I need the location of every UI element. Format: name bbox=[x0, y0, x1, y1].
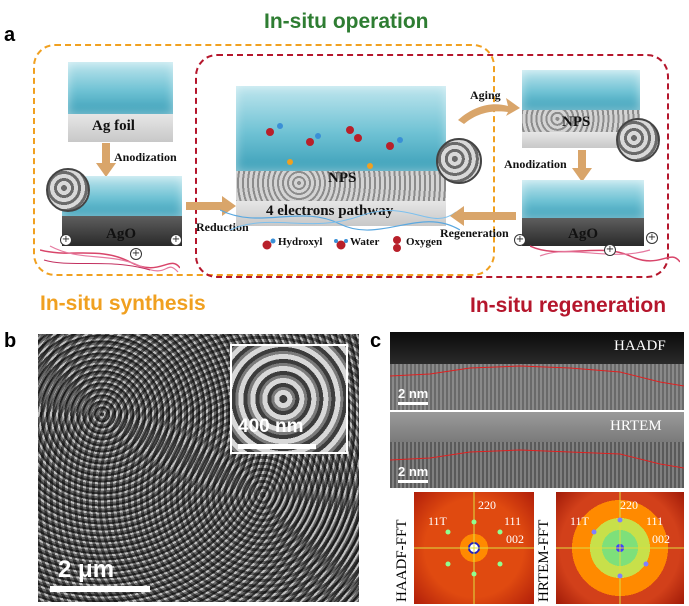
fft-right-spot-111: 111 bbox=[646, 514, 664, 528]
hrtem-image bbox=[390, 412, 684, 488]
ag-foil-label: Ag foil bbox=[92, 118, 135, 134]
fft-right-spot-002: 002 bbox=[652, 532, 670, 546]
oxygen-icon bbox=[393, 236, 401, 252]
water-icon bbox=[334, 239, 348, 250]
ago-block-right: AgO bbox=[522, 180, 644, 246]
nps-zoom-circle-right bbox=[616, 118, 660, 162]
vacuum-region bbox=[390, 332, 684, 364]
ag-substrate-layer bbox=[522, 132, 640, 148]
legend-water: Water bbox=[350, 236, 380, 248]
plus-charge-icon: + bbox=[604, 244, 616, 256]
scale-bar-haadf bbox=[398, 402, 428, 405]
sem-inset-image bbox=[230, 344, 348, 454]
scale-bar-inset bbox=[238, 444, 316, 449]
fft-left-spot-11t: 11T bbox=[428, 514, 447, 528]
blue-fibers-center bbox=[220, 209, 460, 231]
anodization-arrow-right bbox=[572, 150, 592, 182]
hydroxyl-icon bbox=[262, 238, 276, 250]
plus-charge-icon: + bbox=[60, 234, 72, 246]
fft-right-spot-11t: 11T bbox=[570, 514, 589, 528]
plus-charge-icon: + bbox=[130, 248, 142, 260]
fft-right-spot-220: 220 bbox=[620, 498, 638, 512]
ago-zoom-circle bbox=[46, 168, 90, 212]
nps-label-center: NPS bbox=[328, 170, 357, 186]
nps-porous-layer bbox=[236, 171, 446, 201]
ago-layer bbox=[522, 218, 644, 246]
plus-charge-icon: + bbox=[170, 234, 182, 246]
ag-foil-block: Ag foil bbox=[68, 62, 173, 142]
haadf-surface-line bbox=[390, 365, 684, 387]
haadf-image bbox=[390, 332, 684, 410]
vacuum-region bbox=[390, 412, 684, 442]
title-in-situ-synthesis: In-situ synthesis bbox=[40, 292, 206, 315]
nps-porous-layer bbox=[522, 110, 640, 132]
regeneration-label: Regeneration bbox=[440, 226, 509, 240]
red-fibers-left bbox=[40, 245, 180, 273]
scale-label-hrtem: 2 nm bbox=[398, 464, 429, 479]
nps-block-right: NPS bbox=[522, 70, 640, 148]
panel-c-letter: c bbox=[370, 330, 382, 352]
scale-label-haadf: 2 nm bbox=[398, 386, 429, 401]
ago-layer bbox=[62, 216, 182, 246]
electrolyte-layer bbox=[522, 70, 640, 110]
panel-b-letter: b bbox=[4, 330, 17, 352]
red-fibers-right bbox=[530, 245, 680, 263]
scale-bar-hrtem bbox=[398, 480, 428, 483]
hrtem-tag: HRTEM bbox=[610, 418, 662, 434]
hrtem-fft-axes bbox=[556, 492, 684, 604]
ago-label-left: AgO bbox=[106, 226, 136, 242]
electrolyte-layer bbox=[68, 62, 173, 114]
panel-a-letter: a bbox=[4, 24, 16, 46]
aging-label: Aging bbox=[470, 88, 501, 102]
nps-label-right: NPS bbox=[562, 114, 591, 130]
ag-foil-layer bbox=[68, 114, 173, 142]
nps-zoom-circle-center bbox=[436, 138, 482, 184]
anodization-arrow-left bbox=[96, 143, 116, 177]
regeneration-dashed-box bbox=[195, 54, 669, 278]
hrtem-surface-line bbox=[390, 449, 684, 469]
scale-bar-main bbox=[50, 586, 150, 592]
ago-label-right: AgO bbox=[568, 226, 598, 242]
legend-oxygen: Oxygen bbox=[406, 236, 443, 248]
title-in-situ-regeneration: In-situ regeneration bbox=[470, 294, 667, 317]
anodization-label-left: Anodization bbox=[114, 150, 177, 164]
regeneration-arrow bbox=[450, 206, 516, 226]
fft-left-spot-002: 002 bbox=[506, 532, 524, 546]
scale-label-inset: 400 nm bbox=[238, 416, 304, 437]
title-in-situ-operation: In-situ operation bbox=[264, 10, 429, 33]
scale-label-main: 2 μm bbox=[58, 556, 115, 583]
fft-left-spot-111: 111 bbox=[504, 514, 522, 528]
anodization-label-right: Anodization bbox=[504, 157, 567, 171]
molecule-cluster-icon bbox=[266, 123, 403, 169]
plus-charge-icon: + bbox=[514, 234, 526, 246]
fft-left-spot-220: 220 bbox=[478, 498, 496, 512]
fft-right-side-label: HRTEM-FFT bbox=[536, 519, 552, 602]
fft-left-side-label: HAADF-FFT bbox=[394, 519, 410, 602]
haadf-fft-axes bbox=[414, 492, 534, 604]
synthesis-dashed-box bbox=[33, 44, 495, 276]
aging-arrow bbox=[458, 98, 520, 124]
electrolyte-layer bbox=[522, 180, 644, 218]
legend-hydroxyl: Hydroxyl bbox=[278, 236, 323, 248]
reduction-label: Reduction bbox=[196, 220, 249, 234]
haadf-tag: HAADF bbox=[614, 338, 666, 354]
plus-charge-icon: + bbox=[646, 232, 658, 244]
